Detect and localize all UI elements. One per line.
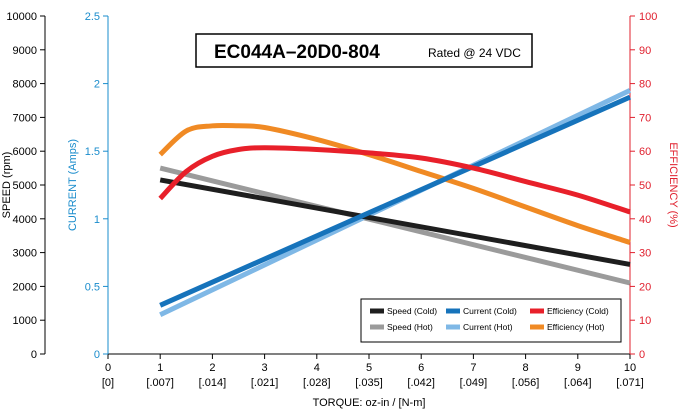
legend: Speed (Cold) Current (Cold) Efficiency (Co…: [360, 298, 622, 343]
x-tick-label: 0: [105, 362, 111, 374]
efficiency-tick-label: 50: [639, 180, 651, 192]
speed-axis-title: SPEED (rpm): [1, 152, 13, 219]
speed-tick-label: 0: [31, 349, 37, 361]
efficiency-tick-label: 0: [639, 349, 645, 361]
x-tick-label: 7: [470, 362, 476, 374]
current-tick-label: 1.5: [85, 146, 100, 158]
x-tick-label: 10: [624, 362, 636, 374]
legend-frame: [360, 298, 622, 343]
legend-label: Current (Hot): [463, 322, 513, 332]
speed-tick-label: 6000: [13, 146, 37, 158]
x-tick-label: 2: [209, 362, 215, 374]
efficiency-tick-label: 70: [639, 112, 651, 124]
speed-tick-label: 1000: [13, 315, 37, 327]
x-tick-label-nm: [.071]: [616, 377, 644, 389]
x-tick-label: 4: [314, 362, 320, 374]
speed-tick-label: 4000: [13, 214, 37, 226]
title-box-frame: [195, 33, 533, 68]
efficiency-tick-label: 30: [639, 248, 651, 260]
legend-label: Efficiency (Hot): [547, 322, 605, 332]
x-tick-label-nm: [.049]: [460, 377, 488, 389]
x-tick-label-nm: [.014]: [199, 377, 227, 389]
efficiency-tick-label: 10: [639, 315, 651, 327]
x-tick-label: 9: [575, 362, 581, 374]
x-tick-label-nm: [.028]: [303, 377, 331, 389]
x-tick-label-nm: [.021]: [251, 377, 279, 389]
current-tick-label: 2.5: [85, 11, 100, 23]
efficiency-axis-title: EFFICIENCY (%): [667, 142, 679, 227]
series-layer: [158, 88, 632, 318]
x-tick-label: 5: [366, 362, 372, 374]
efficiency-tick-label: 20: [639, 281, 651, 293]
x-tick-label-nm: [.035]: [355, 377, 383, 389]
efficiency-tick-label: 90: [639, 45, 651, 57]
current-tick-label: 0: [94, 349, 100, 361]
current-tick-label: 0.5: [85, 281, 100, 293]
current-axis-title: CURRENT (Amps): [67, 139, 79, 231]
speed-tick-label: 3000: [13, 248, 37, 260]
legend-label: Efficiency (Cold): [547, 306, 609, 316]
series-line-efficiency-hot: [158, 122, 631, 245]
speed-tick-label: 8000: [13, 79, 37, 91]
speed-tick-label: 9000: [13, 45, 37, 57]
series-line-current-cold: [159, 94, 632, 308]
legend-label: Speed (Hot): [387, 322, 433, 332]
speed-tick-label: 7000: [13, 112, 37, 124]
x-tick-label-nm: [0]: [102, 377, 114, 389]
series-line-speed-hot: [159, 165, 631, 286]
model-title: EC044A–20D0-804: [214, 42, 380, 63]
legend-label: Speed (Cold): [387, 306, 437, 316]
efficiency-tick-label: 100: [639, 11, 657, 23]
x-tick-label-nm: [.007]: [146, 377, 174, 389]
rating-subtitle: Rated @ 24 VDC: [428, 46, 521, 60]
title-box: EC044A–20D0-804 Rated @ 24 VDC: [195, 33, 533, 68]
speed-tick-label: 2000: [13, 281, 37, 293]
x-tick-label-nm: [.056]: [512, 377, 540, 389]
speed-tick-label: 5000: [13, 180, 37, 192]
efficiency-tick-label: 80: [639, 79, 651, 91]
current-tick-label: 1: [94, 214, 100, 226]
x-tick-label: 8: [523, 362, 529, 374]
efficiency-tick-label: 40: [639, 214, 651, 226]
axes-layer: 0 [0] 1 [.007] 2 [.014] 3 [.021] 4 [.028] 5 [.035] 6…: [1, 11, 679, 409]
x-tick-label: 6: [418, 362, 424, 374]
series-line-efficiency-cold: [158, 145, 631, 215]
x-tick-label: 1: [157, 362, 163, 374]
x-tick-label: 3: [262, 362, 268, 374]
series-line-speed-cold: [159, 177, 631, 267]
legend-label: Current (Cold): [463, 306, 517, 316]
efficiency-tick-label: 60: [639, 146, 651, 158]
current-tick-label: 2: [94, 79, 100, 91]
x-tick-label-nm: [.042]: [407, 377, 435, 389]
speed-tick-label: 10000: [6, 11, 37, 23]
x-axis-title: TORQUE: oz-in / [N-m]: [313, 397, 426, 409]
x-tick-label-nm: [.064]: [564, 377, 592, 389]
